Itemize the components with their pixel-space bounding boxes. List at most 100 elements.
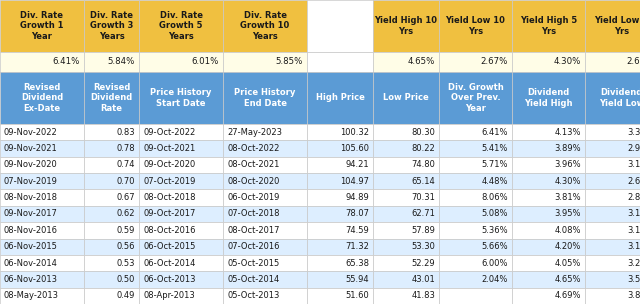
Bar [139, 173, 223, 189]
Text: 06-Nov-2013: 06-Nov-2013 [4, 275, 58, 284]
Text: 08-Apr-2013: 08-Apr-2013 [143, 291, 195, 300]
Bar [0, 124, 84, 140]
Text: 09-Oct-2017: 09-Oct-2017 [143, 209, 195, 219]
Text: 08-Oct-2020: 08-Oct-2020 [227, 177, 280, 186]
Text: 09-Nov-2020: 09-Nov-2020 [4, 161, 58, 169]
Bar [512, 0, 585, 52]
Text: 5.66%: 5.66% [481, 242, 508, 251]
Text: 08-Oct-2022: 08-Oct-2022 [227, 144, 280, 153]
Bar [139, 206, 223, 222]
Bar [373, 0, 439, 52]
Text: 05-Oct-2014: 05-Oct-2014 [227, 275, 279, 284]
Bar [439, 189, 512, 206]
Bar [139, 222, 223, 239]
Text: 4.48%: 4.48% [481, 177, 508, 186]
Text: 65.14: 65.14 [412, 177, 435, 186]
Bar [512, 239, 585, 255]
Bar [139, 271, 223, 288]
Text: 2.82%: 2.82% [627, 193, 640, 202]
Bar [439, 52, 512, 72]
Text: 27-May-2023: 27-May-2023 [227, 128, 282, 137]
Text: 0.53: 0.53 [116, 259, 135, 268]
Bar [139, 157, 223, 173]
Text: 08-May-2013: 08-May-2013 [4, 291, 59, 300]
Bar [307, 222, 373, 239]
Bar [0, 0, 84, 52]
Bar [585, 239, 640, 255]
Bar [84, 271, 139, 288]
Text: 06-Nov-2015: 06-Nov-2015 [4, 242, 58, 251]
Bar [223, 173, 307, 189]
Text: 3.18%: 3.18% [627, 209, 640, 219]
Bar [585, 222, 640, 239]
Bar [585, 288, 640, 304]
Bar [373, 173, 439, 189]
Bar [512, 72, 585, 124]
Bar [439, 72, 512, 124]
Bar [84, 157, 139, 173]
Text: 2.04%: 2.04% [482, 275, 508, 284]
Bar [84, 255, 139, 271]
Bar [139, 0, 223, 52]
Bar [0, 222, 84, 239]
Text: Yield High 10
Yrs: Yield High 10 Yrs [374, 16, 438, 36]
Text: Yield Low 5
Yrs: Yield Low 5 Yrs [595, 16, 640, 36]
Bar [223, 206, 307, 222]
Bar [585, 206, 640, 222]
Bar [512, 255, 585, 271]
Bar [0, 72, 84, 124]
Bar [223, 239, 307, 255]
Text: 0.50: 0.50 [116, 275, 135, 284]
Bar [139, 189, 223, 206]
Bar [512, 173, 585, 189]
Bar [223, 157, 307, 173]
Bar [84, 140, 139, 157]
Text: 09-Oct-2022: 09-Oct-2022 [143, 128, 195, 137]
Text: 08-Oct-2021: 08-Oct-2021 [227, 161, 280, 169]
Bar [373, 255, 439, 271]
Text: 100.32: 100.32 [340, 128, 369, 137]
Bar [512, 222, 585, 239]
Text: 4.05%: 4.05% [555, 259, 581, 268]
Bar [512, 288, 585, 304]
Text: 07-Oct-2018: 07-Oct-2018 [227, 209, 280, 219]
Text: 09-Nov-2021: 09-Nov-2021 [4, 144, 58, 153]
Bar [223, 0, 307, 52]
Bar [373, 239, 439, 255]
Bar [585, 173, 640, 189]
Text: 5.71%: 5.71% [481, 161, 508, 169]
Text: 07-Oct-2016: 07-Oct-2016 [227, 242, 280, 251]
Bar [585, 72, 640, 124]
Text: Div. Rate
Growth 3
Years: Div. Rate Growth 3 Years [90, 11, 133, 41]
Text: 4.30%: 4.30% [554, 57, 581, 67]
Bar [223, 124, 307, 140]
Bar [307, 124, 373, 140]
Bar [585, 124, 640, 140]
Bar [307, 189, 373, 206]
Text: 4.65%: 4.65% [554, 275, 581, 284]
Text: 0.78: 0.78 [116, 144, 135, 153]
Text: 70.31: 70.31 [411, 193, 435, 202]
Bar [373, 206, 439, 222]
Text: 104.97: 104.97 [340, 177, 369, 186]
Bar [512, 206, 585, 222]
Bar [585, 157, 640, 173]
Bar [0, 157, 84, 173]
Bar [223, 140, 307, 157]
Bar [307, 288, 373, 304]
Bar [139, 72, 223, 124]
Text: 78.07: 78.07 [345, 209, 369, 219]
Bar [307, 157, 373, 173]
Text: 08-Oct-2016: 08-Oct-2016 [143, 226, 195, 235]
Bar [0, 206, 84, 222]
Bar [307, 0, 373, 52]
Text: 94.89: 94.89 [345, 193, 369, 202]
Text: 2.67%: 2.67% [627, 177, 640, 186]
Text: 52.29: 52.29 [412, 259, 435, 268]
Bar [373, 189, 439, 206]
Text: 08-Nov-2018: 08-Nov-2018 [4, 193, 58, 202]
Bar [512, 140, 585, 157]
Text: Div. Rate
Growth 1
Year: Div. Rate Growth 1 Year [20, 11, 64, 41]
Bar [84, 222, 139, 239]
Bar [139, 52, 223, 72]
